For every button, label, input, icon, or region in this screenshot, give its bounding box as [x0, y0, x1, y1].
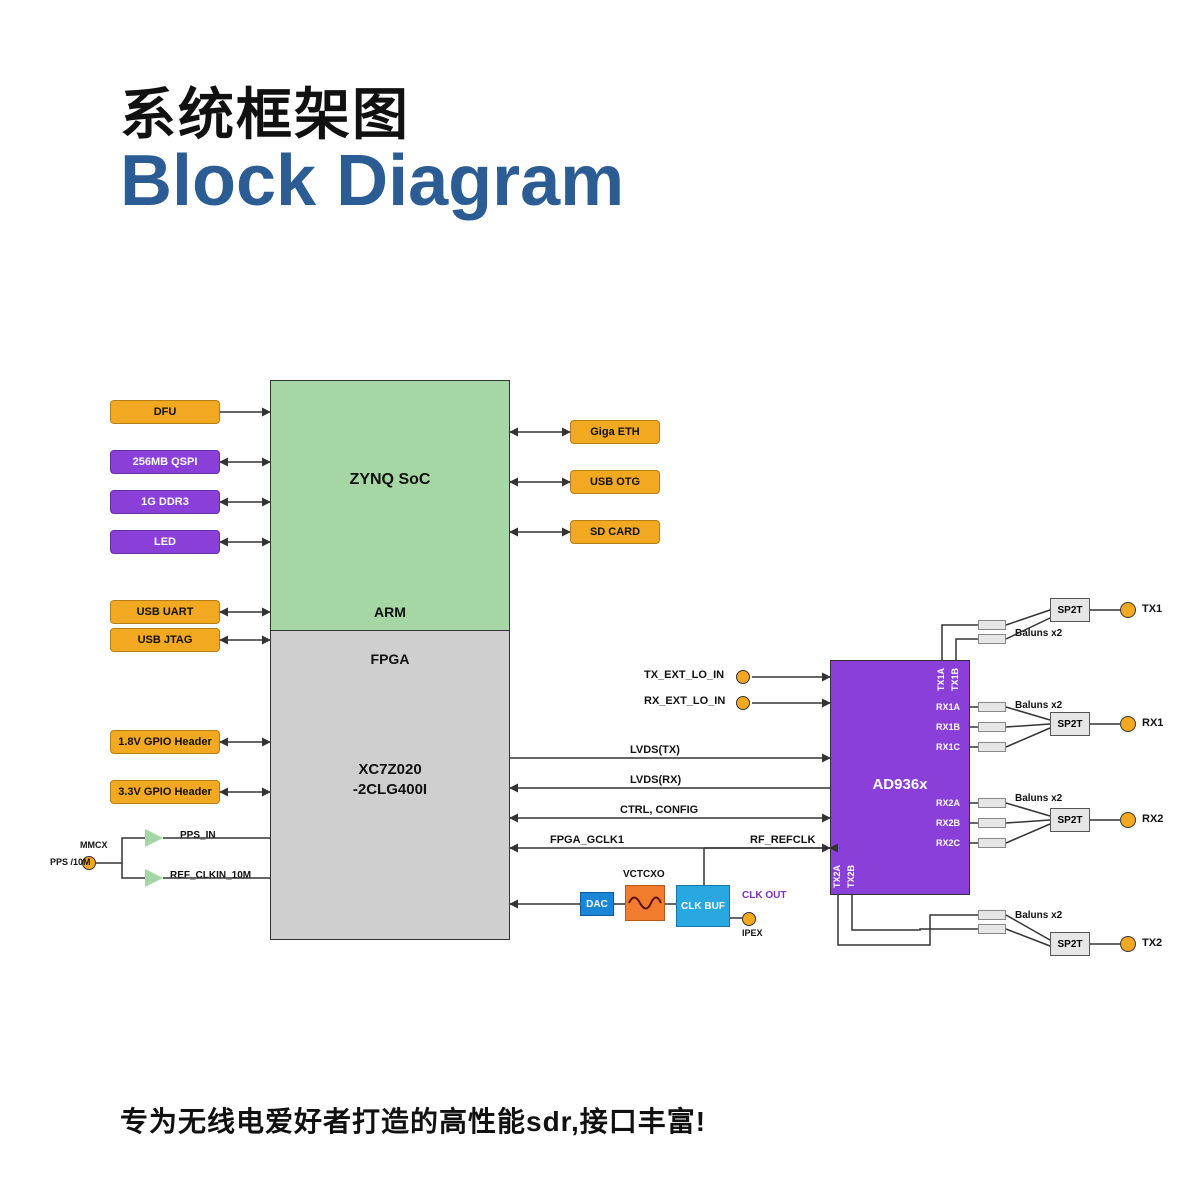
balun-label: Baluns x2 [1015, 793, 1062, 804]
ad936x-block: AD936x [830, 660, 970, 895]
periph-pill-1-8v-gpio-header: 1.8V GPIO Header [110, 730, 220, 754]
ant-port [1120, 716, 1136, 732]
zynq-label: ZYNQ SoC [271, 471, 509, 489]
balun-label: Baluns x2 [1015, 700, 1062, 711]
balun [978, 722, 1006, 732]
periph-pill-usb-jtag: USB JTAG [110, 628, 220, 652]
partnum-2: -2CLG400I [271, 781, 509, 798]
dac-block: DAC [580, 892, 614, 916]
sp2t-block: SP2T [1050, 598, 1090, 622]
port-tx1b: TX1B [950, 668, 960, 691]
ctrl-label: CTRL, CONFIG [620, 804, 698, 816]
arm-label: ARM [271, 604, 509, 620]
balun-label: Baluns x2 [1015, 910, 1062, 921]
fpga-label: FPGA [271, 651, 509, 667]
title-chinese: 系统框架图 [120, 70, 410, 151]
balun [978, 798, 1006, 808]
sp2t-block: SP2T [1050, 808, 1090, 832]
clkout-label: CLK OUT [742, 890, 786, 901]
tx-lo-port [736, 670, 750, 684]
ant-port [1120, 602, 1136, 618]
balun [978, 702, 1006, 712]
balun [978, 742, 1006, 752]
ant-port [1120, 936, 1136, 952]
buffer-icon [145, 869, 163, 887]
clkbuf-block: CLK BUF [676, 885, 730, 927]
refclk-label: REF_CLKIN_10M [170, 870, 251, 881]
periph-pill-usb-uart: USB UART [110, 600, 220, 624]
balun [978, 818, 1006, 828]
arm-block: ZYNQ SoC ARM [270, 380, 510, 630]
ant-tx2: TX2 [1142, 937, 1162, 949]
periph-pill-sd-card: SD CARD [570, 520, 660, 544]
lvds-tx-label: LVDS(TX) [630, 744, 680, 756]
port-tx2a: TX2A [832, 865, 842, 888]
refclk-bus-label: RF_REFCLK [750, 834, 815, 846]
pps10m-label: PPS /10M [50, 857, 91, 867]
periph-pill-giga-eth: Giga ETH [570, 420, 660, 444]
sp2t-block: SP2T [1050, 712, 1090, 736]
fpga-block: FPGA XC7Z020 -2CLG400I [270, 630, 510, 940]
periph-pill-3-3v-gpio-header: 3.3V GPIO Header [110, 780, 220, 804]
lvds-rx-label: LVDS(RX) [630, 774, 681, 786]
ipex-label: IPEX [742, 928, 763, 938]
partnum-1: XC7Z020 [271, 761, 509, 778]
sine-icon [628, 894, 662, 912]
periph-pill-dfu: DFU [110, 400, 220, 424]
buffer-icon [145, 829, 163, 847]
block-diagram: ZYNQ SoC ARM FPGA XC7Z020 -2CLG400I DFU 2… [50, 350, 1150, 1050]
periph-pill-256mb-qspi: 256MB QSPI [110, 450, 220, 474]
balun-label: Baluns x2 [1015, 628, 1062, 639]
rx-lo-port [736, 696, 750, 710]
periph-pill-usb-otg: USB OTG [570, 470, 660, 494]
ant-rx2: RX2 [1142, 813, 1163, 825]
balun [978, 924, 1006, 934]
vctcxo-block [625, 885, 665, 921]
ant-rx1: RX1 [1142, 717, 1163, 729]
balun [978, 634, 1006, 644]
ant-tx1: TX1 [1142, 603, 1162, 615]
rx-lo-label: RX_EXT_LO_IN [644, 695, 725, 707]
port-rx2a: RX2A [936, 798, 960, 808]
caption-text: 专为无线电爱好者打造的高性能sdr,接口丰富! [120, 1100, 706, 1140]
tx-lo-label: TX_EXT_LO_IN [644, 669, 724, 681]
balun [978, 620, 1006, 630]
port-rx1a: RX1A [936, 702, 960, 712]
balun [978, 838, 1006, 848]
port-tx1a: TX1A [936, 668, 946, 691]
ppsin-label: PPS_IN [180, 830, 216, 841]
port-rx1b: RX1B [936, 722, 960, 732]
ant-port [1120, 812, 1136, 828]
sp2t-block: SP2T [1050, 932, 1090, 956]
port-rx2b: RX2B [936, 818, 960, 828]
clkout-port [742, 912, 756, 926]
port-tx2b: TX2B [846, 865, 856, 888]
title-english: Block Diagram [120, 140, 624, 222]
periph-pill-1g-ddr3: 1G DDR3 [110, 490, 220, 514]
mmcx-label: MMCX [80, 840, 108, 850]
ad936x-label: AD936x [831, 776, 969, 793]
port-rx2c: RX2C [936, 838, 960, 848]
periph-pill-led: LED [110, 530, 220, 554]
balun [978, 910, 1006, 920]
gclk-label: FPGA_GCLK1 [550, 834, 624, 846]
vctcxo-label: VCTCXO [623, 869, 665, 880]
port-rx1c: RX1C [936, 742, 960, 752]
